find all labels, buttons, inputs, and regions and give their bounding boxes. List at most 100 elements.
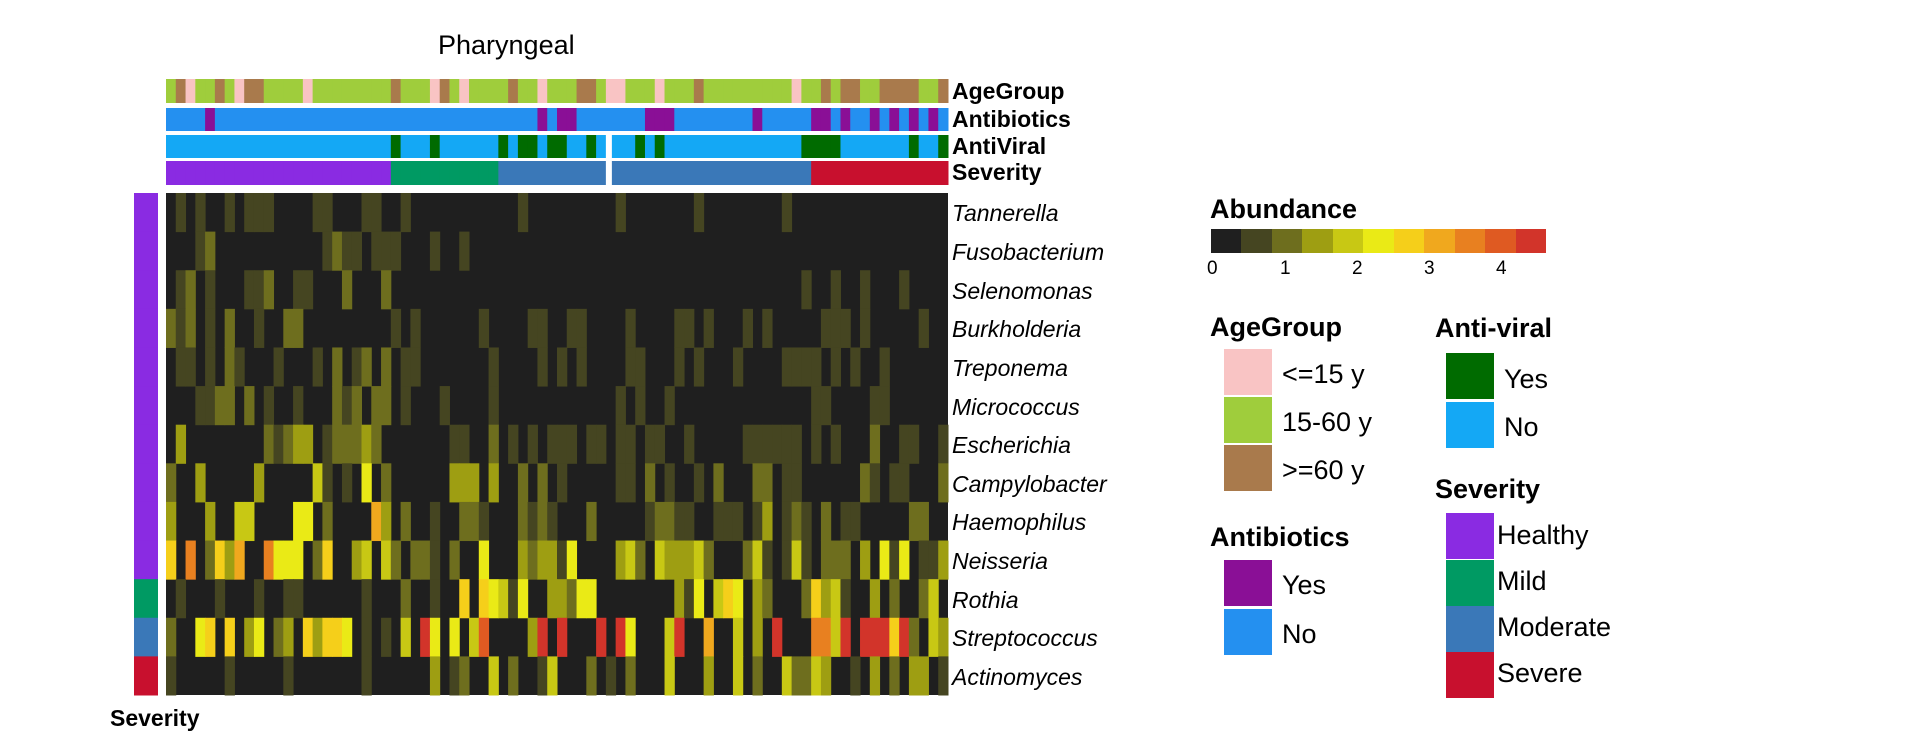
heatmap-cell	[195, 617, 206, 657]
agegroup-cell	[253, 79, 265, 103]
heatmap-cell	[478, 540, 490, 580]
heatmap-cell	[840, 308, 851, 348]
heatmap-cell	[508, 424, 519, 464]
antibiotics-cell	[469, 108, 480, 131]
antiviral-cell	[205, 135, 216, 158]
agegroup-cell	[429, 79, 441, 103]
severity-legend-label: Moderate	[1497, 612, 1612, 642]
heatmap-cell	[517, 579, 529, 619]
heatmap-cell	[469, 501, 480, 542]
heatmap-cell	[527, 501, 538, 542]
colorbar-step	[1211, 229, 1242, 253]
heatmap-cell	[185, 540, 196, 580]
agegroup-cell	[635, 79, 646, 103]
severity-cell	[928, 161, 939, 185]
severity-cell	[557, 161, 568, 185]
antiviral-cell	[664, 135, 675, 158]
heatmap-cell	[889, 540, 900, 580]
heatmap-cell	[293, 424, 304, 464]
heatmap-cell	[498, 579, 509, 619]
heatmap-cell	[351, 424, 362, 464]
antibiotics-cell	[429, 108, 441, 131]
heatmap-cell	[420, 617, 431, 657]
heatmap-cell	[351, 386, 362, 426]
heatmap-cell	[801, 270, 812, 310]
colorbar-step	[1241, 229, 1272, 253]
agegroup-cell	[889, 79, 900, 103]
agegroup-cell	[879, 79, 890, 103]
heatmap-cell	[684, 501, 695, 542]
severity-cell	[195, 161, 206, 185]
heatmap-cell	[459, 501, 470, 542]
severity-cell	[860, 161, 871, 185]
antibiotics-cell	[361, 108, 372, 131]
heatmap-cell	[508, 656, 519, 696]
heatmap-cell	[195, 231, 206, 271]
antiviral-cell	[791, 135, 802, 158]
agegroup-cell	[439, 79, 450, 103]
heatmap-cell	[635, 386, 646, 426]
heatmap-cell	[341, 617, 353, 657]
heatmap-cell	[400, 617, 411, 657]
heatmap-cell	[205, 308, 216, 348]
heatmap-cell	[820, 579, 832, 619]
colorbar-step	[1332, 229, 1364, 253]
agegroup-cell	[557, 79, 568, 103]
heatmap-cell	[586, 579, 597, 619]
heatmap-cell	[381, 501, 392, 542]
heatmap-cell	[371, 193, 382, 233]
heatmap-cell	[293, 386, 304, 426]
heatmap-cell	[469, 463, 480, 503]
agegroup-cell	[644, 79, 656, 103]
heatmap-cell	[224, 347, 235, 387]
severity-swatch	[1446, 652, 1494, 698]
heatmap-cell	[752, 579, 763, 619]
agegroup-cell	[723, 79, 734, 103]
heatmap-cell	[928, 540, 939, 580]
antiviral-cell	[908, 135, 920, 158]
heatmap-cell	[322, 231, 333, 271]
heatmap-cell	[488, 579, 499, 619]
antiviral-cell	[166, 135, 177, 158]
severity-cell	[703, 161, 714, 185]
heatmap-cell	[459, 579, 470, 619]
antiviral-cell	[644, 135, 656, 158]
agegroup-cell	[381, 79, 392, 103]
heatmap-cell	[693, 463, 705, 503]
heatmap-cell	[781, 501, 793, 542]
heatmap-cell	[547, 424, 558, 464]
antibiotics-cell	[263, 108, 275, 131]
antibiotics-cell	[605, 108, 617, 131]
severity-cell	[566, 161, 578, 185]
agegroup-cell	[459, 79, 470, 103]
agegroup-cell	[537, 79, 548, 103]
heatmap-cell	[449, 540, 460, 580]
severity-cell	[635, 161, 646, 185]
heatmap-cell	[361, 424, 372, 464]
row-annotation-cell	[134, 617, 158, 657]
antibiotics-cell	[615, 108, 626, 131]
heatmap-cell	[820, 308, 832, 348]
antiviral-legend-label: No	[1504, 412, 1539, 442]
heatmap-cell	[195, 193, 206, 233]
heatmap-cell	[527, 617, 538, 657]
row-annotation-cell	[134, 193, 158, 233]
agegroup-cell	[625, 79, 636, 103]
heatmap-cell	[341, 386, 353, 426]
heatmap-cell	[820, 501, 832, 542]
antibiotics-cell	[537, 108, 548, 131]
agegroup-cell	[166, 79, 177, 103]
heatmap-cell	[869, 386, 881, 426]
heatmap-cell	[811, 617, 822, 657]
agegroup-legend-label: >=60 y	[1282, 455, 1365, 485]
severity-cell	[400, 161, 411, 185]
antibiotics-cell	[664, 108, 675, 131]
heatmap-cell	[488, 656, 499, 696]
heatmap-cell	[224, 617, 235, 657]
antibiotics-cell	[899, 108, 910, 131]
heatmap-cell	[302, 270, 314, 310]
antibiotics-cell	[752, 108, 763, 131]
heatmap-cell	[312, 540, 323, 580]
severity-cell	[547, 161, 558, 185]
severity-cell	[166, 161, 177, 185]
